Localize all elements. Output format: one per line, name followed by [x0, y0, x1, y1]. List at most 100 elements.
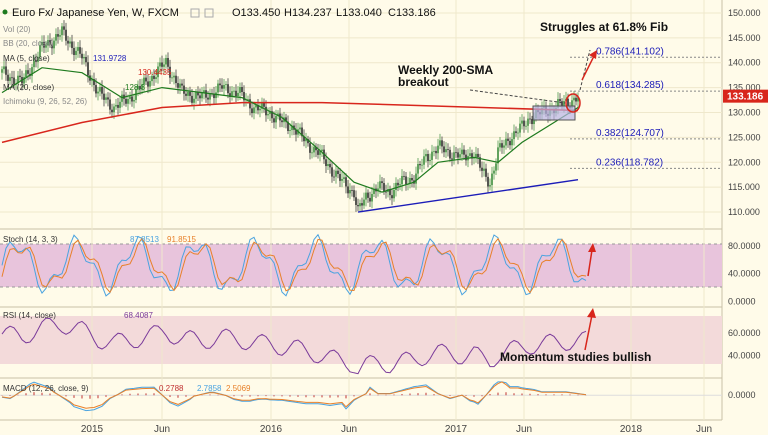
candle-body [503, 145, 505, 148]
candle-body [275, 115, 277, 123]
candle-body [299, 127, 301, 130]
candle-body [567, 98, 569, 107]
candle-body [57, 34, 59, 37]
candle-body [361, 203, 363, 206]
candle-body [463, 149, 465, 155]
toggle-icon[interactable] [204, 8, 214, 18]
indicator-lines [1, 67, 579, 213]
candle-body [493, 170, 495, 174]
candle-body [377, 188, 379, 192]
candle-body [515, 131, 517, 133]
candle-body [225, 84, 227, 86]
macd-legend: MACD (12, 26, close, 9) 0.2788 2.7858 2.… [3, 384, 251, 393]
candle-body [465, 154, 467, 161]
ma200-value: 130.4435 [138, 68, 172, 77]
candle-body [513, 131, 515, 140]
candle-body [369, 197, 371, 202]
candle-body [373, 188, 375, 194]
candle-body [295, 129, 297, 135]
candle-body [35, 60, 37, 62]
candle-body [397, 182, 399, 186]
candle-body [287, 121, 289, 131]
candle-body [325, 159, 327, 167]
axis-ticks: 2015 Jun 2016 Jun 2017 Jun 2018 Jun 150.000 145.0… [81, 8, 761, 435]
candle-body [263, 102, 265, 107]
candle-body [469, 153, 471, 156]
y-tick-label: 125.000 [728, 132, 761, 142]
up-arrow-stoch [587, 243, 596, 277]
y-tick-label: 120.000 [728, 157, 761, 167]
y-tick-label: 140.000 [728, 58, 761, 68]
stoch-tick-label: 80.0000 [728, 241, 761, 251]
candle-body [41, 41, 43, 45]
candle-body [77, 47, 79, 51]
high-value: H134.237 [284, 7, 332, 19]
candle-body [421, 164, 423, 166]
candle-body [83, 56, 85, 59]
candle-body [425, 153, 427, 157]
candle-body [33, 60, 35, 68]
candle-body [461, 149, 463, 155]
candle-body [171, 77, 173, 79]
candle-body [3, 66, 5, 70]
up-arrow-main [581, 50, 597, 81]
candle-body [109, 99, 111, 110]
candle-body [213, 93, 215, 99]
candle-body [575, 97, 577, 102]
candle-body [249, 99, 251, 109]
candle-body [51, 44, 53, 49]
candle-body [319, 151, 321, 155]
macd-hist-value: 0.2788 [159, 384, 184, 393]
candle-body [195, 92, 197, 99]
candle-body [449, 149, 451, 159]
candle-body [309, 143, 311, 153]
candle-body [505, 138, 507, 146]
candle-body [573, 97, 575, 101]
candle-body [167, 58, 169, 67]
candle-body [383, 183, 385, 192]
candle-body [231, 91, 233, 97]
candle-body [333, 176, 335, 178]
candle-body [1, 69, 3, 73]
ma20-line [1, 67, 579, 193]
candle-body [339, 173, 341, 181]
candle-body [253, 107, 255, 114]
candle-body [233, 90, 235, 92]
candle-body [207, 97, 209, 100]
x-tick-label: Jun [154, 424, 170, 435]
candle-body [311, 152, 313, 154]
candle-body [337, 170, 339, 174]
candle-body [435, 150, 437, 154]
candle-body [415, 173, 417, 184]
candle-body [443, 146, 445, 153]
candle-body [55, 34, 57, 41]
candle-body [31, 67, 33, 76]
candle-body [391, 195, 393, 199]
candle-body [269, 111, 271, 115]
candle-body [531, 118, 533, 125]
stoch-tick-label: 40.0000 [728, 269, 761, 279]
settings-icon[interactable] [190, 8, 200, 18]
candle-body [577, 97, 579, 102]
symbol-label: Euro Fx/ Japanese Yen, W, FXCM [12, 7, 179, 19]
stoch-k-line [1, 233, 587, 297]
candle-body [113, 106, 115, 113]
candle-body [259, 108, 261, 111]
candle-body [499, 143, 501, 148]
candle-body [85, 56, 87, 63]
candle-body [481, 167, 483, 171]
candle-body [473, 157, 475, 159]
candle-body [495, 163, 497, 171]
candle-body [519, 123, 521, 133]
candle-body [359, 203, 361, 207]
rsi-band [0, 316, 722, 364]
stoch-tick-label: 0.0000 [728, 297, 756, 307]
candle-body [243, 92, 245, 101]
candle-body [17, 75, 19, 84]
rsi-value: 68.4087 [124, 311, 153, 320]
bb-legend: BB (20, close) [3, 39, 54, 48]
momentum-annotation: Momentum studies bullish [500, 350, 651, 364]
candle-body [107, 97, 109, 100]
candle-body [111, 109, 113, 113]
candle-body [153, 75, 155, 79]
